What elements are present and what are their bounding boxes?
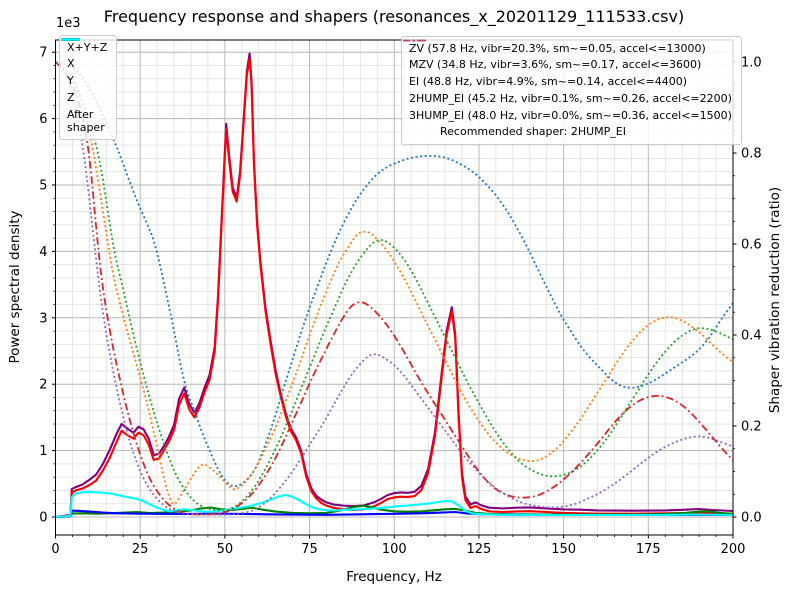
svg-text:0.0: 0.0 xyxy=(741,511,762,526)
y-axis-offset-label: 1e3 xyxy=(56,16,81,31)
svg-text:2: 2 xyxy=(39,378,47,393)
svg-text:0.2: 0.2 xyxy=(741,420,762,435)
legend-shapers: ZV (57.8 Hz, vibr=20.3%, sm~=0.05, accel… xyxy=(401,36,742,145)
svg-text:7: 7 xyxy=(39,46,47,61)
svg-text:0.6: 0.6 xyxy=(741,238,762,253)
legend-item-after-shaper: After shaper xyxy=(61,38,107,137)
legend-item-ei: EI (48.8 Hz, vibr=4.9%, sm~=0.14, accel<… xyxy=(403,39,732,91)
x-axis-label: Frequency, Hz xyxy=(346,569,442,585)
svg-text:200: 200 xyxy=(721,542,746,557)
legend-item-label: After shaper xyxy=(67,107,105,135)
legend-item-3hump-ei: 3HUMP_EI (48.0 Hz, vibr=0.0%, sm~=0.36, … xyxy=(403,39,732,124)
svg-text:50: 50 xyxy=(217,542,234,557)
legend-item-label: 3HUMP_EI (48.0 Hz, vibr=0.0%, sm~=0.36, … xyxy=(409,108,732,122)
svg-text:150: 150 xyxy=(551,542,576,557)
svg-text:75: 75 xyxy=(301,542,318,557)
legend-psd: X+Y+Z X Y Z After shaper xyxy=(59,35,118,140)
svg-text:5: 5 xyxy=(39,179,47,194)
svg-text:25: 25 xyxy=(132,542,149,557)
legend-swatch-spacer xyxy=(409,132,433,133)
svg-text:0.4: 0.4 xyxy=(741,329,762,344)
chart-title: Frequency response and shapers (resonanc… xyxy=(104,7,684,27)
recommended-shaper-label: Recommended shaper: 2HUMP_EI xyxy=(440,125,626,139)
svg-text:175: 175 xyxy=(636,542,661,557)
left-y-axis-label: Power spectral density xyxy=(7,210,23,363)
legend-swatch xyxy=(61,38,80,41)
svg-text:100: 100 xyxy=(382,542,407,557)
svg-text:0: 0 xyxy=(51,542,59,557)
svg-text:4: 4 xyxy=(39,245,47,260)
legend-item-label: MZV (34.8 Hz, vibr=3.6%, sm~=0.17, accel… xyxy=(409,58,702,72)
legend-item-label: X+Y+Z xyxy=(67,40,108,54)
legend-item-label: X xyxy=(67,57,75,71)
legend-item-label: ZV (57.8 Hz, vibr=20.3%, sm~=0.05, accel… xyxy=(409,41,706,55)
legend-item-2hump-ei: 2HUMP_EI (45.2 Hz, vibr=0.1%, sm~=0.26, … xyxy=(403,39,732,107)
legend-item-y: Y xyxy=(61,38,107,90)
legend-swatch xyxy=(403,39,426,42)
legend-item-x: X xyxy=(61,38,107,73)
legend-item-label: Z xyxy=(67,90,75,104)
svg-text:125: 125 xyxy=(467,542,492,557)
plot-area: 0 25 50 75 100 125 150 175 200 0 1 2 3 4 5 6 7 0.0 0.2 0.4 0… xyxy=(39,39,762,557)
legend-item-mzv: MZV (34.8 Hz, vibr=3.6%, sm~=0.17, accel… xyxy=(403,39,732,74)
legend-item-label: EI (48.8 Hz, vibr=4.9%, sm~=0.14, accel<… xyxy=(409,75,687,88)
svg-text:0.8: 0.8 xyxy=(741,147,762,162)
legend-item-label: Y xyxy=(67,74,74,87)
legend-item-label: 2HUMP_EI (45.2 Hz, vibr=0.1%, sm~=0.26, … xyxy=(409,91,732,105)
svg-text:0: 0 xyxy=(39,511,47,526)
legend-item-zv: ZV (57.8 Hz, vibr=20.3%, sm~=0.05, accel… xyxy=(403,39,732,57)
legend-item-z: Z xyxy=(61,38,107,106)
svg-text:1.0: 1.0 xyxy=(741,56,762,71)
svg-text:3: 3 xyxy=(39,311,47,326)
svg-text:6: 6 xyxy=(39,112,47,127)
right-y-axis-label: Shaper vibration reduction (ratio) xyxy=(767,187,783,413)
svg-text:1: 1 xyxy=(39,444,47,459)
legend-item-recommendation: Recommended shaper: 2HUMP_EI xyxy=(409,124,732,141)
